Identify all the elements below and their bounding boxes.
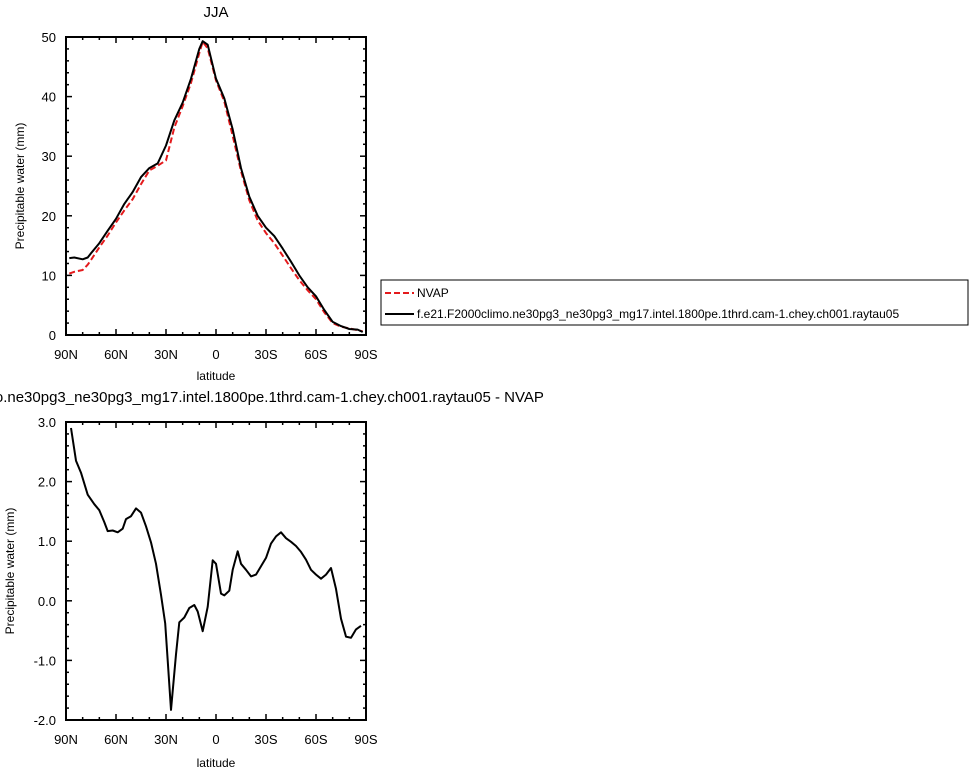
x-tick-label: 30S — [254, 347, 277, 362]
x-axis-label: latitude — [197, 369, 236, 383]
y-tick-label: 50 — [42, 30, 56, 45]
x-tick-label: 30N — [154, 732, 178, 747]
y-tick-label: 3.0 — [38, 415, 56, 430]
top-plot-marks — [68, 40, 364, 333]
panel-bottom: f.e21.F2000climo.ne30pg3_ne30pg3_mg17.in… — [0, 389, 544, 770]
y-tick-label: -2.0 — [34, 713, 56, 728]
y-tick-label: 2.0 — [38, 475, 56, 490]
x-tick-label: 30S — [254, 732, 277, 747]
panel-top: JJA 90N 60N 30N 0 30S 60S 90S 0 10 20 30 40 50 latit… — [13, 4, 378, 383]
y-tick-label: 20 — [42, 209, 56, 224]
x-tick-label: 60S — [304, 347, 327, 362]
legend: NVAP f.e21.F2000climo.ne30pg3_ne30pg3_mg… — [380, 279, 969, 326]
x-tick-label: 0 — [212, 732, 219, 747]
y-tick-label: 0 — [49, 328, 56, 343]
diff-chart-title: f.e21.F2000climo.ne30pg3_ne30pg3_mg17.in… — [0, 389, 544, 406]
y-tick-label: -1.0 — [34, 653, 56, 668]
x-tick-label: 90N — [54, 732, 78, 747]
chart-title: JJA — [203, 4, 228, 21]
y-tick-label: 1.0 — [38, 534, 56, 549]
diff-x-axis-label: latitude — [197, 756, 236, 770]
x-tick-label: 90S — [354, 347, 377, 362]
bottom-axis-ticks: 90N 60N 30N 0 30S 60S 90S -2.0 -1.0 0.0 1.0 2.0 3.0 — [34, 415, 378, 747]
legend-box — [380, 279, 969, 326]
legend-label-nvap: NVAP — [417, 286, 449, 300]
x-tick-label: 0 — [212, 347, 219, 362]
x-tick-label: 60N — [104, 732, 128, 747]
x-tick-label: 90S — [354, 732, 377, 747]
x-tick-label: 60N — [104, 347, 128, 362]
diff-plot-frame — [65, 421, 367, 721]
series-line-0-0 — [68, 40, 363, 333]
series-line-1-0 — [70, 427, 362, 711]
diff-y-axis-label: Precipitable water (mm) — [3, 508, 17, 635]
top-axis-ticks: 90N 60N 30N 0 30S 60S 90S 0 10 20 30 40 50 — [42, 30, 378, 362]
series-line-0-1 — [69, 40, 364, 333]
legend-label-model: f.e21.F2000climo.ne30pg3_ne30pg3_mg17.in… — [417, 307, 899, 321]
x-tick-label: 30N — [154, 347, 178, 362]
y-tick-label: 10 — [42, 268, 56, 283]
y-tick-label: 30 — [42, 149, 56, 164]
y-axis-label: Precipitable water (mm) — [13, 123, 27, 250]
y-tick-label: 40 — [42, 90, 56, 105]
y-tick-label: 0.0 — [38, 594, 56, 609]
x-tick-label: 90N — [54, 347, 78, 362]
x-tick-label: 60S — [304, 732, 327, 747]
bottom-plot-marks — [70, 427, 362, 711]
